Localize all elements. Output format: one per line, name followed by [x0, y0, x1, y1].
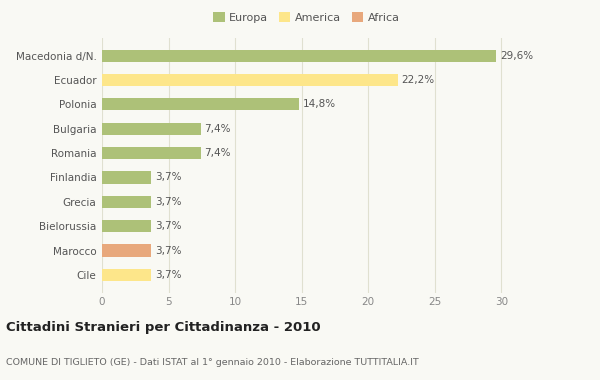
Text: 3,7%: 3,7%	[155, 221, 182, 231]
Bar	[102, 147, 200, 159]
Bar	[102, 123, 200, 135]
Text: 7,4%: 7,4%	[205, 124, 231, 134]
Legend: Europa, America, Africa: Europa, America, Africa	[209, 8, 404, 27]
Text: COMUNE DI TIGLIETO (GE) - Dati ISTAT al 1° gennaio 2010 - Elaborazione TUTTITALI: COMUNE DI TIGLIETO (GE) - Dati ISTAT al …	[6, 358, 419, 367]
Bar	[102, 98, 299, 111]
Text: 3,7%: 3,7%	[155, 173, 182, 182]
Text: 14,8%: 14,8%	[303, 100, 336, 109]
Text: 3,7%: 3,7%	[155, 270, 182, 280]
Bar	[102, 269, 151, 281]
Text: 3,7%: 3,7%	[155, 245, 182, 256]
Text: 29,6%: 29,6%	[500, 51, 533, 61]
Text: 3,7%: 3,7%	[155, 197, 182, 207]
Bar	[102, 244, 151, 256]
Bar	[102, 196, 151, 208]
Bar	[102, 49, 496, 62]
Text: Cittadini Stranieri per Cittadinanza - 2010: Cittadini Stranieri per Cittadinanza - 2…	[6, 321, 320, 334]
Text: 7,4%: 7,4%	[205, 148, 231, 158]
Bar	[102, 220, 151, 232]
Bar	[102, 171, 151, 184]
Text: 22,2%: 22,2%	[401, 75, 434, 85]
Bar	[102, 74, 398, 86]
